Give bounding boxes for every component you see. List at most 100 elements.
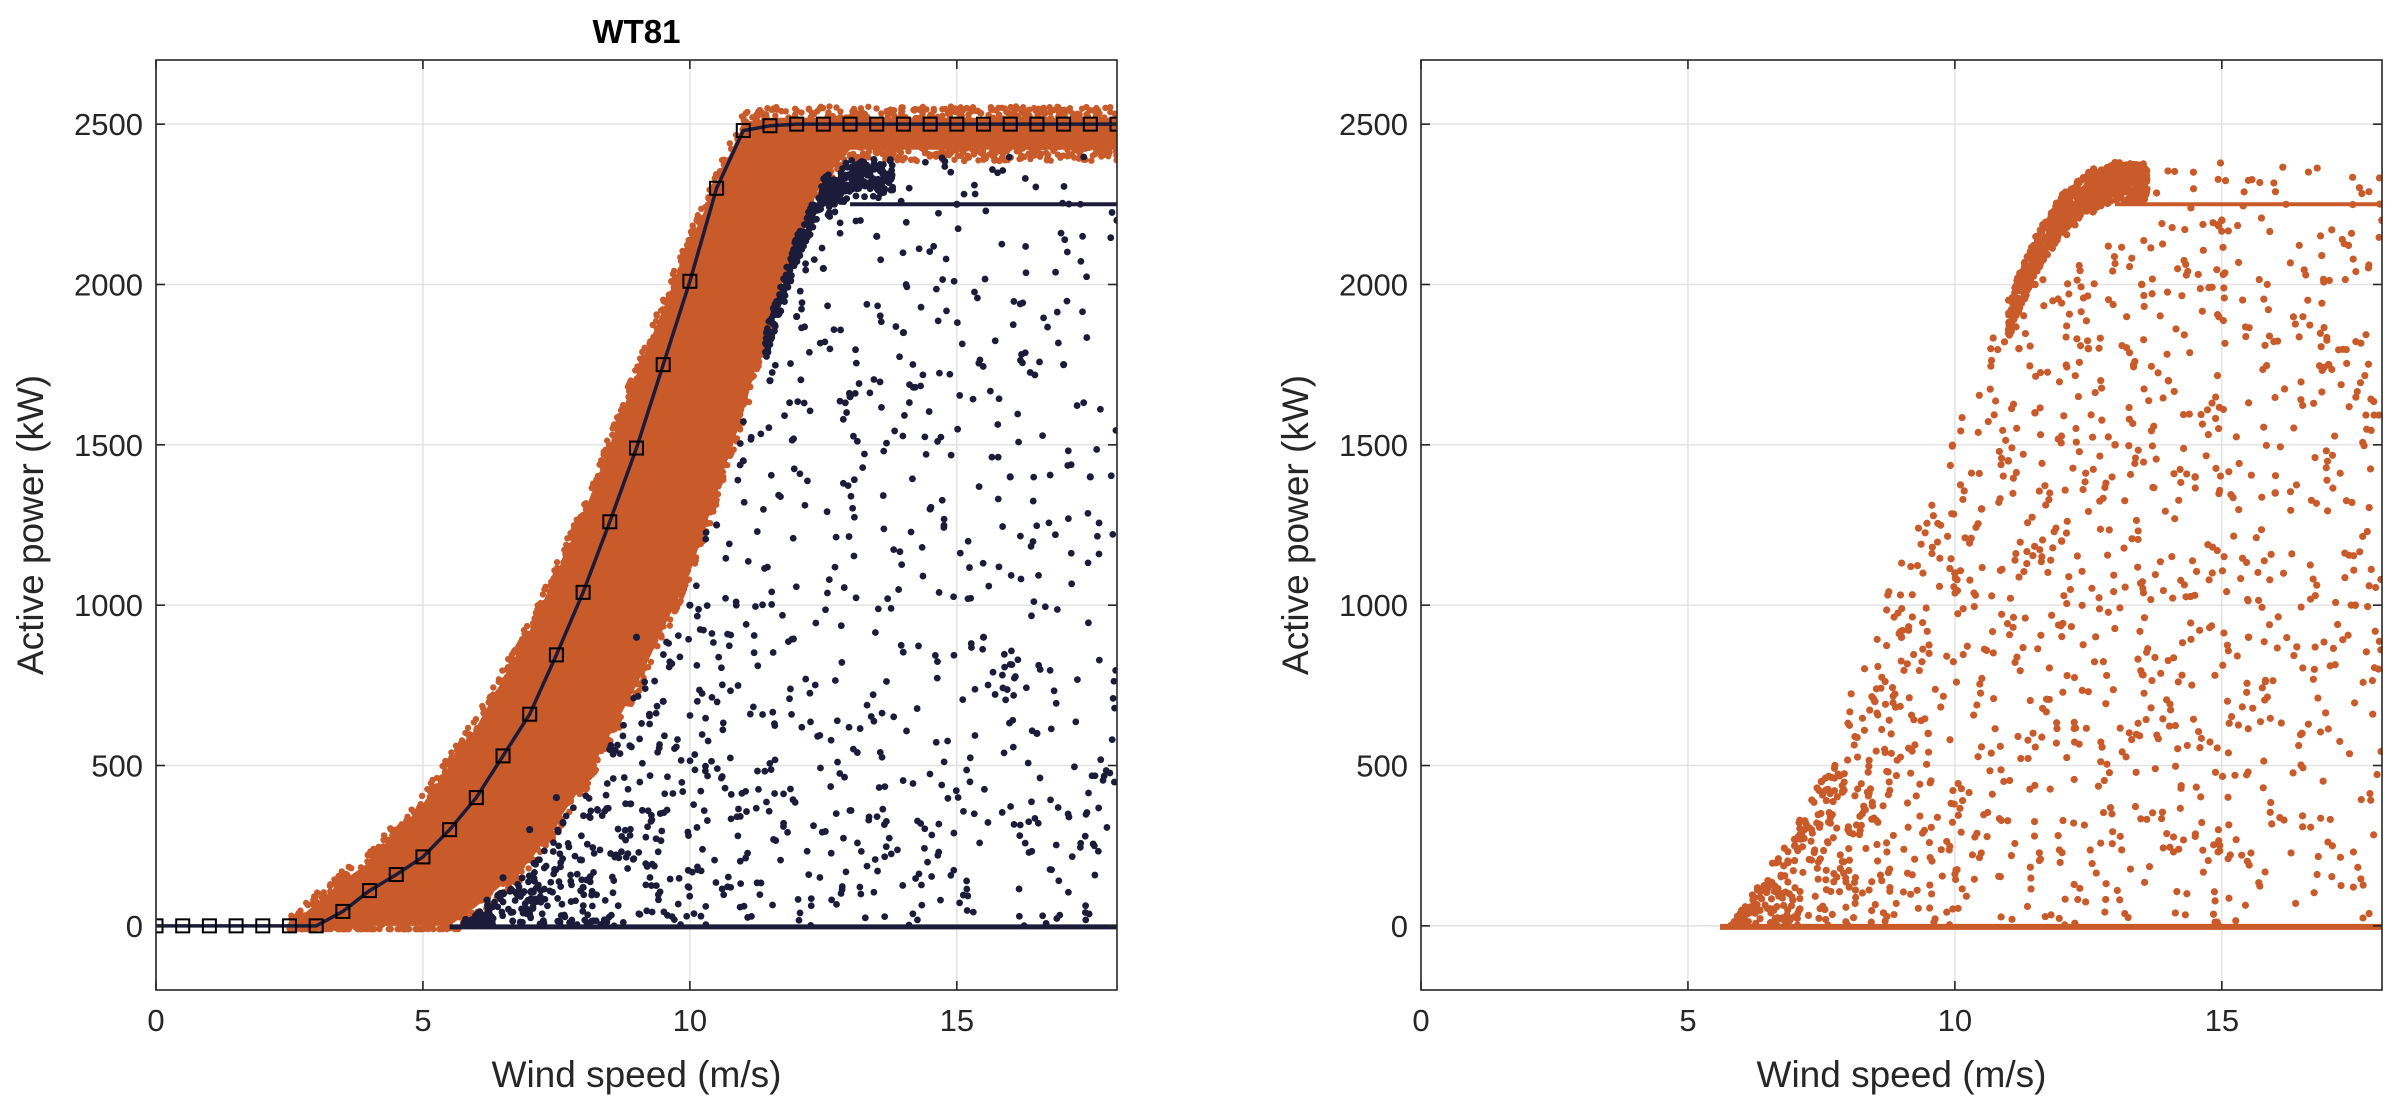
scatter-point [1790, 857, 1799, 865]
scatter-point [1864, 768, 1872, 776]
anomalous-point [879, 492, 887, 499]
scatter-point [2159, 586, 2168, 595]
scatter-point [1860, 726, 1869, 734]
scatter-point [2213, 266, 2221, 274]
normal-point [685, 236, 692, 244]
scatter-point [2340, 240, 2348, 248]
anomalous-point [805, 871, 813, 879]
scatter-point [1965, 788, 1973, 797]
scatter-point [2353, 388, 2361, 396]
scatter-point [2101, 908, 2109, 916]
anomalous-point [836, 229, 844, 237]
scatter-point [2189, 168, 2198, 176]
anomalous-point [770, 836, 777, 843]
anomalous-point [1084, 509, 1092, 517]
anomalous-point [964, 892, 972, 900]
anomalous-point [556, 850, 564, 858]
anomalous-point [778, 293, 786, 301]
normal-point [636, 355, 644, 362]
scatter-point [2266, 714, 2274, 722]
anomalous-point [1072, 718, 1080, 726]
anomalous-point [700, 626, 707, 634]
scatter-point [1781, 872, 1789, 880]
anomalous-point [963, 907, 971, 914]
normal-point [448, 749, 455, 756]
anomalous-point [899, 777, 907, 784]
scatter-point [2243, 771, 2251, 779]
anomalous-point [832, 810, 840, 817]
scatter-point [2163, 696, 2171, 704]
anomalous-point [630, 855, 638, 863]
scatter-point [1991, 725, 1999, 733]
scatter-point [1916, 780, 1924, 788]
scatter-point [2116, 724, 2124, 732]
power-curve-marker [201, 918, 217, 934]
anomalous-point [648, 816, 656, 824]
scatter-point [1989, 334, 1997, 342]
power-curve-marker [468, 790, 484, 806]
scatter-point [2310, 665, 2318, 673]
scatter-point [1858, 714, 1867, 722]
anomalous-point [857, 847, 865, 855]
scatter-point [2219, 243, 2227, 251]
anomalous-point [727, 687, 734, 695]
scatter-point [2345, 750, 2354, 758]
scatter-point [2109, 828, 2117, 836]
scatter-point [1884, 868, 1893, 877]
anomalous-point [843, 172, 850, 180]
normal-point [453, 746, 461, 754]
anomalous-point [836, 397, 844, 405]
scatter-point [2280, 816, 2288, 824]
scatter-point [2036, 431, 2045, 439]
scatter-point [2116, 604, 2124, 612]
scatter-point [2295, 333, 2303, 341]
anomalous-point [1108, 736, 1116, 744]
anomalous-point [734, 476, 742, 484]
anomalous-point [620, 721, 627, 729]
anomalous-point [827, 736, 835, 744]
scatter-point [2096, 334, 2104, 342]
scatter-point [2148, 442, 2157, 450]
scatter-point [1994, 346, 2002, 354]
scatter-point [2004, 817, 2012, 825]
scatter-point [1959, 495, 1967, 504]
scatter-point [2095, 594, 2103, 602]
anomalous-point [956, 899, 964, 907]
scatter-point [1984, 417, 1992, 426]
anomalous-point [981, 785, 988, 793]
power-curve-marker [922, 116, 938, 132]
scatter-point [1826, 819, 1834, 827]
anomalous-point [748, 912, 755, 920]
anomalous-point [871, 183, 879, 191]
anomalous-point [898, 561, 906, 569]
anomalous-point [643, 907, 651, 915]
scatter-point [1943, 837, 1951, 846]
anomalous-point [646, 772, 654, 780]
scatter-point [1988, 790, 1996, 798]
scatter-point [2108, 810, 2116, 818]
scatter-point [2152, 189, 2161, 197]
scatter-point [1890, 613, 1898, 621]
anomalous-point [761, 767, 769, 775]
scatter-point [2368, 676, 2377, 685]
anomalous-point [887, 850, 895, 858]
scatter-point [2373, 770, 2381, 779]
scatter-point [2341, 275, 2349, 284]
anomalous-point [956, 549, 964, 557]
anomalous-point [794, 896, 802, 903]
scatter-point [2377, 575, 2382, 584]
normal-point [968, 108, 975, 115]
scatter-point [1861, 806, 1869, 814]
normal-point [490, 684, 497, 691]
scatter-point [2359, 881, 2367, 889]
scatter-point [1956, 804, 1964, 812]
anomalous-point [666, 875, 674, 883]
anomalous-point [691, 751, 699, 758]
scatter-point [1905, 744, 1913, 752]
anomalous-point [1064, 515, 1072, 523]
scatter-point [2134, 719, 2142, 727]
scatter-point [2077, 283, 2085, 291]
anomalous-point [834, 758, 841, 766]
scatter-point [1828, 910, 1836, 919]
normal-point [764, 105, 771, 112]
